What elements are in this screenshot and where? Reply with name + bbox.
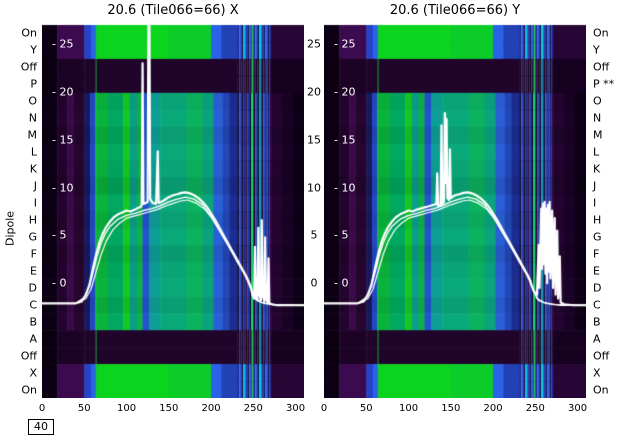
heatmap-panel-y <box>324 0 586 398</box>
row-label-right: H <box>593 213 602 227</box>
row-label-left: D <box>28 281 37 295</box>
y-tick-label-gap: 20 <box>307 85 321 99</box>
x-tick-label: 150 <box>159 403 179 414</box>
row-label-left: Off <box>20 60 37 74</box>
row-label-left: G <box>28 230 37 244</box>
x-tick-label: 100 <box>116 403 137 414</box>
panel-y-title: 20.6 (Tile066=66) Y <box>389 3 521 18</box>
row-label-right: X <box>593 366 601 380</box>
row-label-left: On <box>21 383 37 397</box>
y-tick-label-inner: - 15 <box>52 133 74 147</box>
x-tick-label: 250 <box>525 403 545 414</box>
y-tick-label-gap: 0 <box>310 276 318 290</box>
x-tick-label: 300 <box>568 403 588 414</box>
row-label-right: Y <box>593 43 600 57</box>
y-tick-label-gap: 15 <box>307 133 321 147</box>
x-tick-label: 150 <box>441 403 461 414</box>
y-tick-label-inner: - 15 <box>334 133 356 147</box>
x-tick-label: 50 <box>77 403 91 414</box>
row-label-left: C <box>29 298 37 312</box>
x-tick-label: 50 <box>359 403 373 414</box>
y-tick-label-inner: - 20 <box>52 85 74 99</box>
y-tick-label-inner: - 10 <box>334 181 356 195</box>
row-label-right: B <box>593 315 601 329</box>
x-tick-label: 0 <box>38 403 46 414</box>
x-tick-label: 100 <box>398 403 419 414</box>
row-label-left: H <box>28 213 37 227</box>
y-tick-label-gap: 10 <box>307 181 321 195</box>
row-label-right: D <box>593 281 602 295</box>
row-label-left: J <box>33 179 37 193</box>
row-label-left: I <box>33 196 37 210</box>
row-label-left: L <box>30 145 37 159</box>
row-label-right: On <box>593 383 609 397</box>
y-tick-label-inner: - 20 <box>334 85 356 99</box>
panel-x-title: 20.6 (Tile066=66) X <box>107 3 239 18</box>
row-label-right: Off <box>593 349 610 363</box>
row-label-left: O <box>28 94 37 108</box>
x-tick-label: 200 <box>483 403 503 414</box>
row-label-right: L <box>593 145 600 159</box>
row-label-left: A <box>29 332 37 346</box>
x-tick-label: 250 <box>243 403 263 414</box>
y-tick-label-inner: - 0 <box>52 276 67 290</box>
row-label-left: B <box>29 315 37 329</box>
heatmap-panel-x <box>42 0 304 398</box>
y-tick-label-inner: - 10 <box>52 181 74 195</box>
row-label-left: Off <box>20 349 37 363</box>
row-label-right: P ** <box>593 77 615 91</box>
corner-value-box: 40 <box>28 419 54 435</box>
row-label-right: O <box>593 94 602 108</box>
row-label-right: On <box>593 26 609 40</box>
row-label-right: J <box>593 179 597 193</box>
y-tick-label-inner: - 25 <box>52 37 74 51</box>
row-label-right: N <box>593 111 602 125</box>
row-label-right: E <box>593 264 600 278</box>
row-label-left: X <box>29 366 37 380</box>
x-tick-label: 200 <box>201 403 221 414</box>
row-label-right: C <box>593 298 601 312</box>
dipole-axis-label: Dipole <box>3 210 17 247</box>
row-label-left: E <box>30 264 37 278</box>
x-tick-label: 0 <box>320 403 328 414</box>
row-label-right: Off <box>593 60 610 74</box>
y-tick-label-gap: 5 <box>310 228 318 242</box>
row-label-right: F <box>593 247 600 261</box>
row-label-right: I <box>593 196 597 210</box>
x-tick-label: 300 <box>286 403 306 414</box>
row-label-left: Y <box>30 43 37 57</box>
row-label-right: A <box>593 332 601 346</box>
row-label-left: F <box>30 247 37 261</box>
row-label-left: On <box>21 26 37 40</box>
row-label-right: G <box>593 230 602 244</box>
y-tick-label-inner: - 25 <box>334 37 356 51</box>
row-label-left: M <box>27 128 38 142</box>
row-label-left: N <box>28 111 37 125</box>
y-tick-label-gap: 25 <box>307 37 321 51</box>
row-label-left: K <box>29 162 37 176</box>
y-tick-label-inner: - 5 <box>334 228 349 242</box>
row-label-left: P <box>30 77 37 91</box>
y-tick-label-inner: - 0 <box>334 276 349 290</box>
y-tick-label-inner: - 5 <box>52 228 67 242</box>
row-label-right: K <box>593 162 601 176</box>
row-label-right: M <box>593 128 603 142</box>
